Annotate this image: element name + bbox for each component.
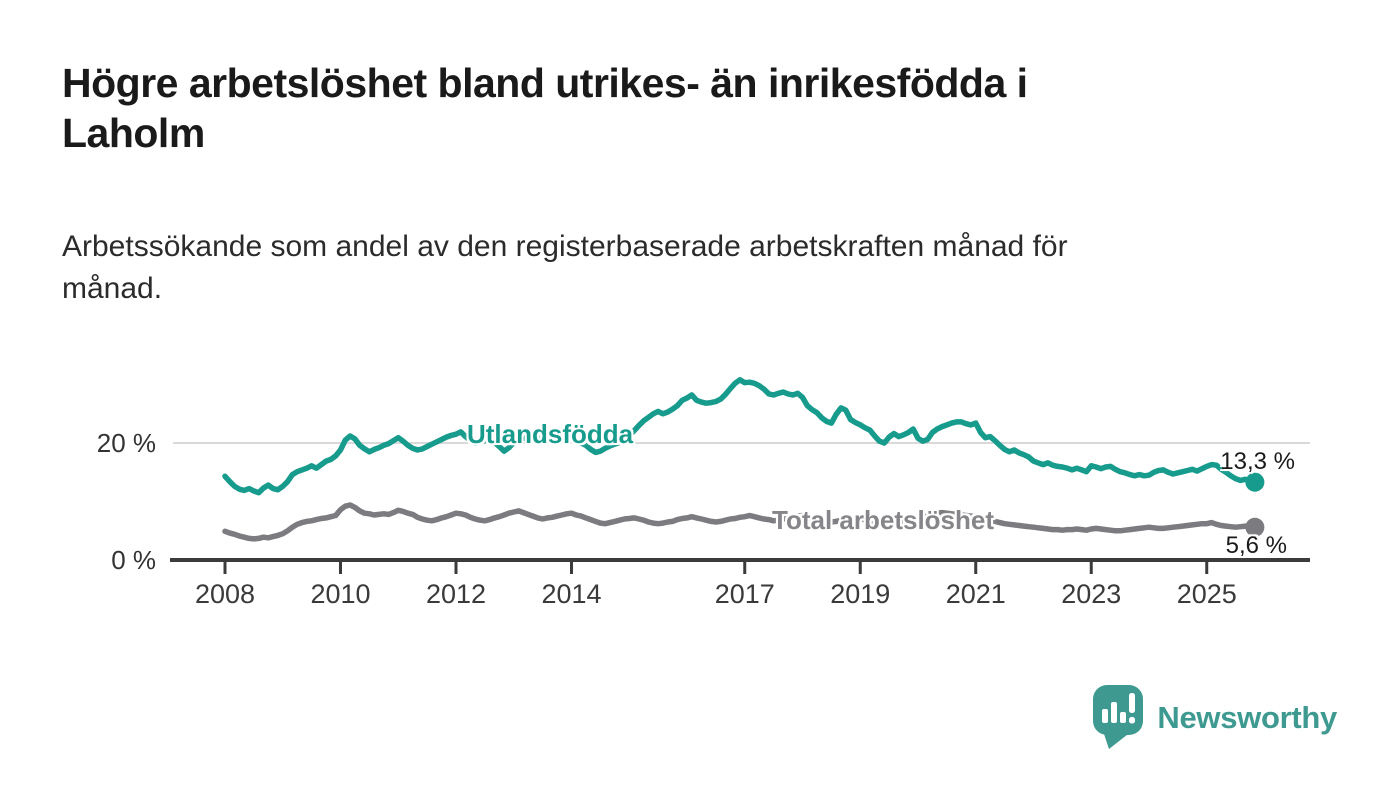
end-value-label-utlandsfodda: 13,3 % bbox=[1220, 448, 1295, 475]
newsworthy-brand-text: Newsworthy bbox=[1157, 700, 1337, 735]
x-tick-label-2019: 2019 bbox=[830, 579, 890, 609]
series-end-dot-1 bbox=[1245, 517, 1265, 537]
x-tick-label-2010: 2010 bbox=[310, 579, 370, 609]
page-title: Högre arbetslöshet bland utrikes- än inr… bbox=[62, 60, 1028, 157]
x-tick-label-2017: 2017 bbox=[715, 579, 775, 609]
y-tick-label-20: 20 % bbox=[97, 428, 156, 458]
y-tick-label-0: 0 % bbox=[111, 545, 156, 575]
newsworthy-logo-icon bbox=[1093, 685, 1144, 749]
series-label-total-arbetsloshet: Total arbetslöshet bbox=[772, 505, 995, 535]
x-tick-label-2021: 2021 bbox=[946, 579, 1006, 609]
series-line-0 bbox=[222, 377, 1258, 496]
x-tick-label-2008: 2008 bbox=[195, 579, 255, 609]
x-tick-label-2014: 2014 bbox=[541, 579, 601, 609]
series-label-utlandsfodda: Utlandsfödda bbox=[467, 419, 634, 449]
series-end-dot-0 bbox=[1245, 472, 1265, 492]
x-tick-label-2012: 2012 bbox=[426, 579, 486, 609]
page-subtitle: Arbetssökande som andel av den registerb… bbox=[62, 230, 1068, 305]
newsworthy-brand: Newsworthy bbox=[1092, 684, 1337, 752]
end-value-label-total: 5,6 % bbox=[1225, 532, 1287, 559]
series-line-1 bbox=[222, 502, 1258, 542]
x-tick-label-2025: 2025 bbox=[1177, 579, 1237, 609]
x-tick-label-2023: 2023 bbox=[1061, 579, 1121, 609]
